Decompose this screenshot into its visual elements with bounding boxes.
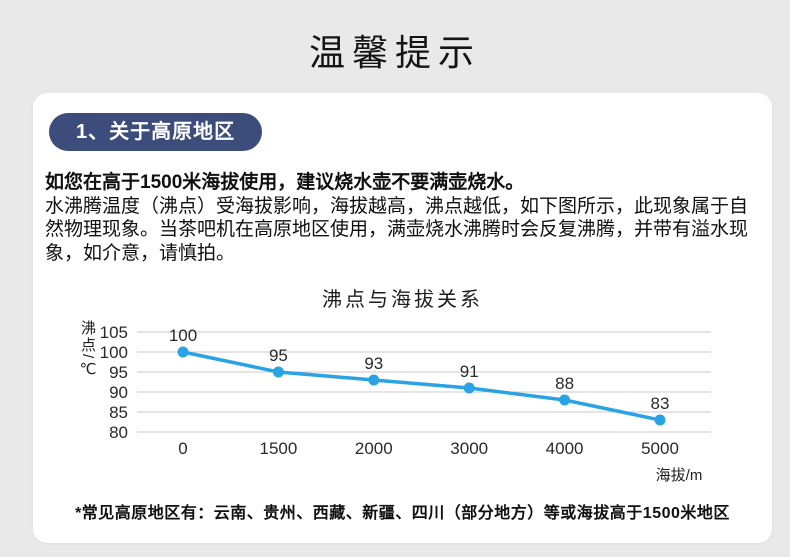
- footnote: *常见高原地区有：云南、贵州、西藏、新疆、四川（部分地方）等或海拔高于1500米…: [75, 505, 730, 522]
- data-point: [559, 394, 571, 406]
- data-point-label: 93: [364, 354, 383, 373]
- x-tick-label: 1500: [259, 439, 297, 458]
- data-point: [654, 414, 666, 426]
- section-badge: 1、关于高原地区: [49, 113, 263, 151]
- intro-text-block: 如您在高于1500米海拔使用，建议烧水壶不要满壶烧水。 水沸腾温度（沸点）受海拔…: [45, 171, 761, 265]
- content-card: 1、关于高原地区 如您在高于1500米海拔使用，建议烧水壶不要满壶烧水。 水沸腾…: [33, 93, 772, 543]
- intro-bold-line: 如您在高于1500米海拔使用，建议烧水壶不要满壶烧水。: [45, 172, 525, 193]
- y-tick-label: 95: [109, 363, 128, 382]
- y-tick-label: 100: [100, 343, 128, 362]
- data-point: [177, 346, 189, 358]
- data-point-label: 88: [555, 374, 574, 393]
- data-point-label: 95: [269, 346, 288, 365]
- data-point: [463, 382, 475, 394]
- data-point: [368, 374, 380, 386]
- x-tick-label: 0: [178, 439, 187, 458]
- x-tick-label: 2000: [355, 439, 393, 458]
- intro-body-paragraph: 水沸腾温度（沸点）受海拔影响，海拔越高，沸点越低，如下图所示，此现象属于自然物理…: [45, 195, 749, 264]
- x-tick-label: 5000: [641, 439, 679, 458]
- x-axis-label: 海拔/m: [656, 467, 703, 484]
- chart-y-axis-label: 沸点/℃: [79, 320, 96, 381]
- y-tick-label: 90: [109, 383, 128, 402]
- x-tick-label: 4000: [546, 439, 584, 458]
- x-tick-label: 3000: [450, 439, 488, 458]
- data-point-label: 91: [460, 362, 479, 381]
- page-title: 温馨提示: [308, 32, 481, 73]
- y-tick-label: 105: [100, 323, 128, 342]
- chart-title: 沸点与海拔关系: [322, 289, 483, 311]
- y-tick-label: 85: [109, 403, 128, 422]
- series-line: [181, 350, 662, 422]
- data-point-label: 83: [651, 394, 670, 413]
- data-point: [272, 366, 284, 378]
- y-tick-label: 80: [109, 423, 128, 442]
- data-point-label: 100: [169, 326, 197, 345]
